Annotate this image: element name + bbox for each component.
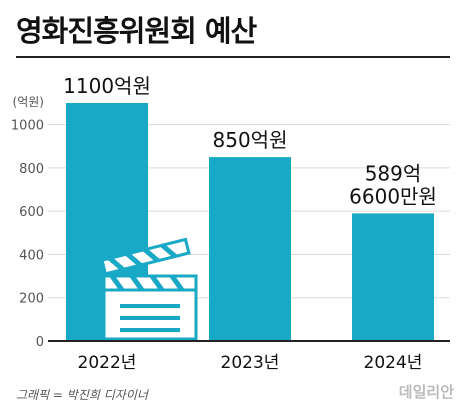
y-tick-label: 800 bbox=[19, 162, 44, 177]
y-tick-label: 400 bbox=[19, 248, 44, 263]
y-tick-label: 200 bbox=[19, 292, 44, 307]
data-label: 850억원 bbox=[213, 128, 288, 152]
y-tick-label: 600 bbox=[19, 205, 44, 220]
x-tick-label: 2022년 bbox=[78, 353, 137, 373]
chart-title: 영화진흥위원회 예산 bbox=[16, 14, 257, 48]
data-label: 1100억원 bbox=[63, 74, 151, 98]
credit-text: 그래픽 = 박진희 디자이너 bbox=[16, 388, 148, 402]
data-label: 6600만원 bbox=[349, 184, 437, 208]
bar-2 bbox=[209, 157, 291, 341]
data-label: 589억 bbox=[365, 161, 422, 185]
brand-logo: 데일리안 bbox=[398, 383, 454, 401]
x-tick-label: 2024년 bbox=[364, 353, 423, 373]
y-axis-label: (억원) bbox=[13, 95, 44, 109]
x-tick-label: 2023년 bbox=[221, 353, 280, 373]
x-tick-labels: 2022년 2023년 2024년 bbox=[78, 353, 423, 373]
y-tick-label: 1000 bbox=[11, 119, 44, 134]
clapperboard-icon bbox=[100, 237, 198, 341]
bar-3 bbox=[352, 213, 434, 341]
y-tick-label: 0 bbox=[36, 335, 44, 350]
title-divider bbox=[16, 56, 450, 58]
